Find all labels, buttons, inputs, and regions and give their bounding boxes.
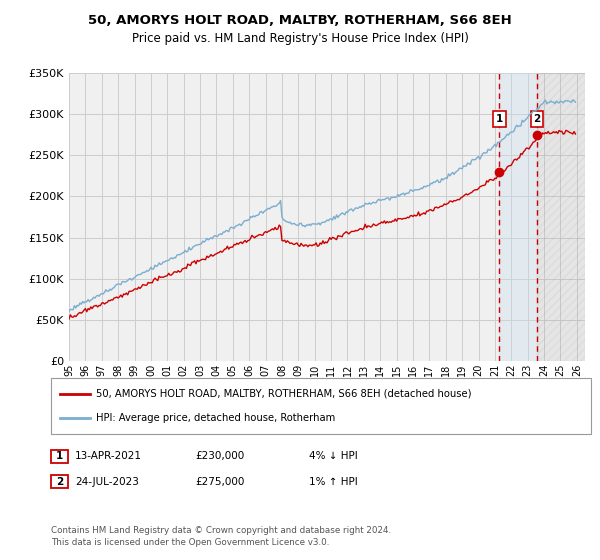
Bar <box>537 73 585 361</box>
Text: 24-JUL-2023: 24-JUL-2023 <box>75 477 139 487</box>
Text: 50, AMORYS HOLT ROAD, MALTBY, ROTHERHAM, S66 8EH: 50, AMORYS HOLT ROAD, MALTBY, ROTHERHAM,… <box>88 14 512 27</box>
Text: 13-APR-2021: 13-APR-2021 <box>75 451 142 461</box>
Text: £230,000: £230,000 <box>195 451 244 461</box>
Text: 1% ↑ HPI: 1% ↑ HPI <box>309 477 358 487</box>
Text: 4% ↓ HPI: 4% ↓ HPI <box>309 451 358 461</box>
Text: 50, AMORYS HOLT ROAD, MALTBY, ROTHERHAM, S66 8EH (detached house): 50, AMORYS HOLT ROAD, MALTBY, ROTHERHAM,… <box>96 389 472 399</box>
Bar <box>499 73 537 361</box>
Bar <box>537 73 585 361</box>
Text: HPI: Average price, detached house, Rotherham: HPI: Average price, detached house, Roth… <box>96 413 335 423</box>
Text: 2: 2 <box>533 114 541 124</box>
Text: £275,000: £275,000 <box>195 477 244 487</box>
Text: 1: 1 <box>496 114 503 124</box>
Text: Price paid vs. HM Land Registry's House Price Index (HPI): Price paid vs. HM Land Registry's House … <box>131 32 469 45</box>
Text: 2: 2 <box>56 477 63 487</box>
Text: 1: 1 <box>56 451 63 461</box>
Text: Contains HM Land Registry data © Crown copyright and database right 2024.
This d: Contains HM Land Registry data © Crown c… <box>51 526 391 547</box>
